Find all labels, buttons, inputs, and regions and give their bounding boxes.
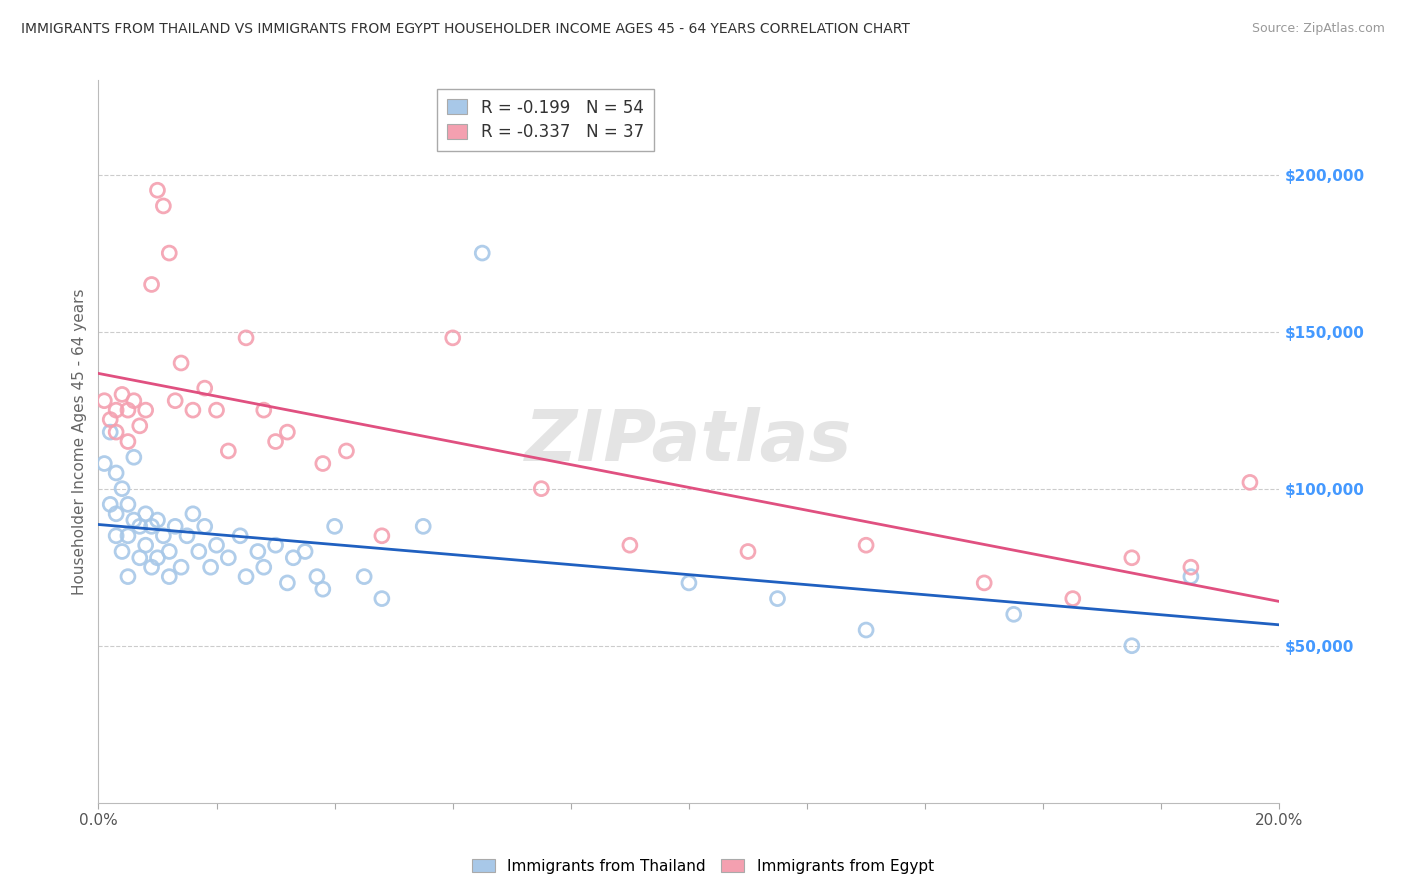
Point — [855, 623, 877, 637]
Point — [105, 466, 128, 480]
Point — [117, 434, 139, 449]
Point — [111, 387, 134, 401]
Point — [855, 538, 877, 552]
Point — [200, 560, 222, 574]
Point — [111, 544, 134, 558]
Point — [135, 507, 157, 521]
Point — [105, 403, 128, 417]
Point — [973, 575, 995, 590]
Point — [122, 393, 145, 408]
Point — [98, 412, 121, 426]
Point — [128, 519, 150, 533]
Point — [194, 519, 217, 533]
Point — [170, 356, 193, 370]
Point — [737, 544, 759, 558]
Point — [135, 403, 157, 417]
Point — [294, 544, 316, 558]
Point — [253, 403, 276, 417]
Point — [105, 507, 128, 521]
Point — [766, 591, 789, 606]
Point — [1121, 639, 1143, 653]
Point — [441, 331, 464, 345]
Point — [146, 513, 169, 527]
Point — [165, 393, 187, 408]
Point — [146, 183, 169, 197]
Point — [205, 538, 228, 552]
Point — [122, 513, 145, 527]
Point — [152, 199, 174, 213]
Point — [157, 544, 180, 558]
Point — [170, 560, 193, 574]
Point — [122, 450, 145, 465]
Legend: R = -0.199   N = 54, R = -0.337   N = 37: R = -0.199 N = 54, R = -0.337 N = 37 — [437, 88, 654, 152]
Text: IMMIGRANTS FROM THAILAND VS IMMIGRANTS FROM EGYPT HOUSEHOLDER INCOME AGES 45 - 6: IMMIGRANTS FROM THAILAND VS IMMIGRANTS F… — [21, 22, 910, 37]
Point — [276, 575, 298, 590]
Point — [217, 444, 239, 458]
Point — [229, 529, 252, 543]
Legend: Immigrants from Thailand, Immigrants from Egypt: Immigrants from Thailand, Immigrants fro… — [467, 853, 939, 880]
Point — [141, 277, 163, 292]
Point — [471, 246, 494, 260]
Point — [111, 482, 134, 496]
Point — [323, 519, 346, 533]
Point — [217, 550, 239, 565]
Point — [312, 457, 335, 471]
Point — [371, 529, 394, 543]
Point — [194, 381, 217, 395]
Point — [98, 497, 121, 511]
Point — [412, 519, 434, 533]
Point — [1002, 607, 1025, 622]
Point — [181, 403, 204, 417]
Point — [1062, 591, 1084, 606]
Point — [305, 569, 328, 583]
Point — [105, 425, 128, 439]
Point — [117, 569, 139, 583]
Point — [105, 529, 128, 543]
Text: ZIPatlas: ZIPatlas — [526, 407, 852, 476]
Point — [276, 425, 298, 439]
Point — [530, 482, 553, 496]
Point — [98, 425, 121, 439]
Point — [283, 550, 305, 565]
Point — [264, 434, 287, 449]
Point — [93, 393, 115, 408]
Point — [235, 569, 257, 583]
Point — [141, 519, 163, 533]
Point — [1239, 475, 1261, 490]
Point — [205, 403, 228, 417]
Point — [117, 403, 139, 417]
Text: Source: ZipAtlas.com: Source: ZipAtlas.com — [1251, 22, 1385, 36]
Point — [1180, 560, 1202, 574]
Point — [678, 575, 700, 590]
Point — [128, 550, 150, 565]
Point — [117, 529, 139, 543]
Point — [235, 331, 257, 345]
Point — [117, 497, 139, 511]
Point — [246, 544, 269, 558]
Point — [135, 538, 157, 552]
Point — [176, 529, 198, 543]
Point — [312, 582, 335, 597]
Point — [157, 246, 180, 260]
Point — [141, 560, 163, 574]
Point — [335, 444, 357, 458]
Point — [128, 418, 150, 433]
Y-axis label: Householder Income Ages 45 - 64 years: Householder Income Ages 45 - 64 years — [72, 288, 87, 595]
Point — [353, 569, 375, 583]
Point — [371, 591, 394, 606]
Point — [1121, 550, 1143, 565]
Point — [253, 560, 276, 574]
Point — [146, 550, 169, 565]
Point — [619, 538, 641, 552]
Point — [181, 507, 204, 521]
Point — [152, 529, 174, 543]
Point — [1180, 569, 1202, 583]
Point — [93, 457, 115, 471]
Point — [165, 519, 187, 533]
Point — [187, 544, 209, 558]
Point — [264, 538, 287, 552]
Point — [157, 569, 180, 583]
